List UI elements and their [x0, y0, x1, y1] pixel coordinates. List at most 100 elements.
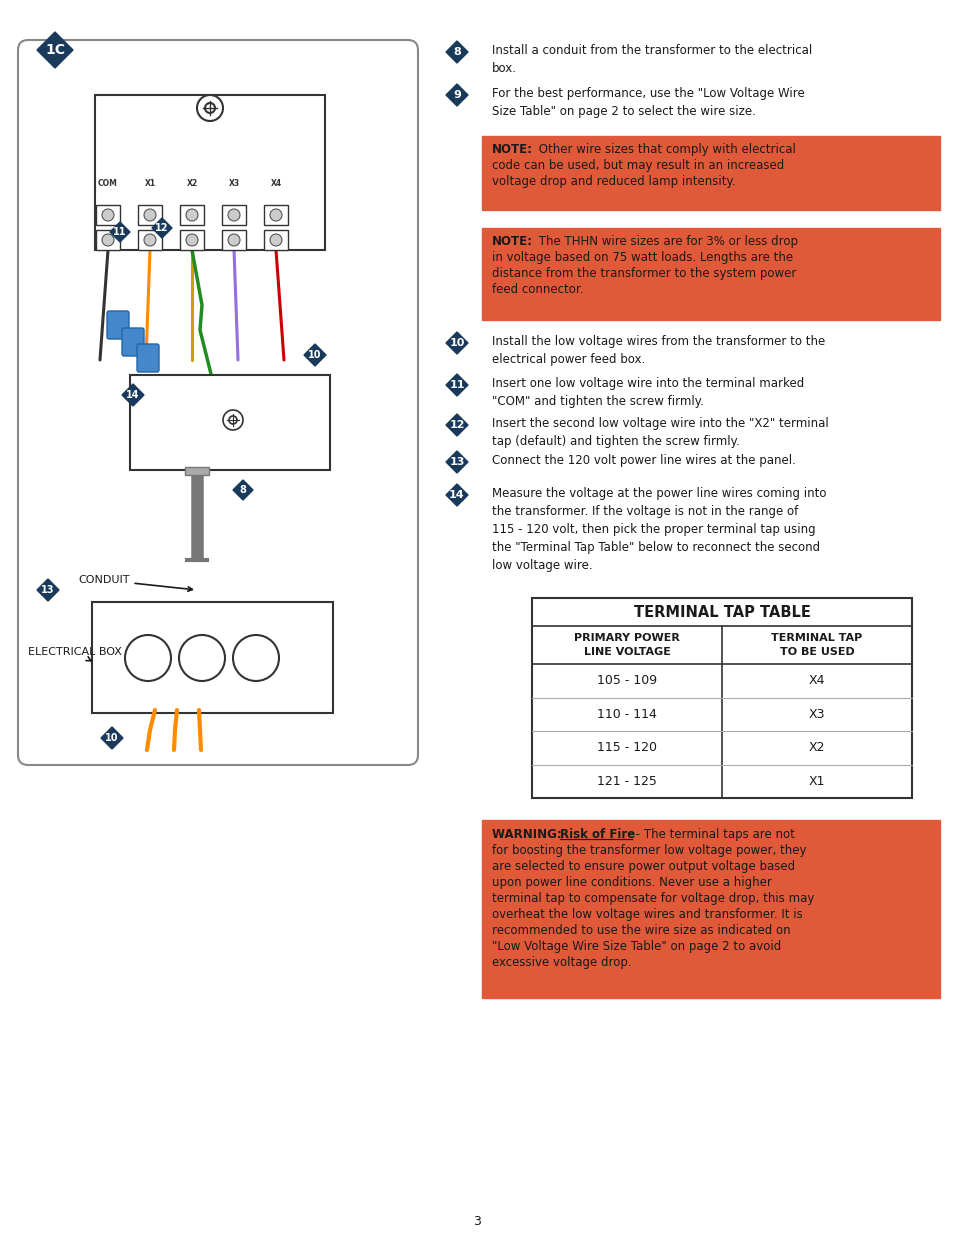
Text: terminal tap to compensate for voltage drop, this may: terminal tap to compensate for voltage d…	[492, 892, 814, 905]
Text: X3: X3	[228, 179, 239, 188]
Text: 11: 11	[113, 227, 127, 237]
Text: 12: 12	[155, 224, 169, 233]
Polygon shape	[122, 384, 144, 406]
Text: distance from the transformer to the system power: distance from the transformer to the sys…	[492, 267, 796, 280]
Text: box.: box.	[492, 62, 517, 75]
FancyBboxPatch shape	[481, 820, 939, 998]
FancyBboxPatch shape	[222, 230, 246, 249]
Circle shape	[228, 233, 240, 246]
FancyBboxPatch shape	[91, 601, 333, 713]
Text: voltage drop and reduced lamp intensity.: voltage drop and reduced lamp intensity.	[492, 175, 735, 188]
Polygon shape	[37, 32, 73, 68]
Text: 14: 14	[449, 490, 464, 500]
Text: 1C: 1C	[45, 43, 65, 57]
FancyBboxPatch shape	[138, 205, 162, 225]
Text: X2: X2	[186, 179, 197, 188]
Text: recommended to use the wire size as indicated on: recommended to use the wire size as indi…	[492, 924, 790, 937]
Text: Size Table" on page 2 to select the wire size.: Size Table" on page 2 to select the wire…	[492, 105, 755, 119]
Text: - The terminal taps are not: - The terminal taps are not	[631, 827, 794, 841]
Text: Insert one low voltage wire into the terminal marked: Insert one low voltage wire into the ter…	[492, 377, 803, 390]
Text: 8: 8	[453, 47, 460, 57]
Text: X4: X4	[270, 179, 281, 188]
Text: 12: 12	[449, 420, 464, 430]
Text: "Low Voltage Wire Size Table" on page 2 to avoid: "Low Voltage Wire Size Table" on page 2 …	[492, 940, 781, 953]
FancyBboxPatch shape	[180, 230, 204, 249]
FancyBboxPatch shape	[96, 205, 120, 225]
Text: for boosting the transformer low voltage power, they: for boosting the transformer low voltage…	[492, 844, 805, 857]
Text: X2: X2	[808, 741, 824, 755]
Text: Install the low voltage wires from the transformer to the: Install the low voltage wires from the t…	[492, 335, 824, 348]
Text: COM: COM	[98, 179, 118, 188]
Text: 3: 3	[473, 1215, 480, 1228]
Text: excessive voltage drop.: excessive voltage drop.	[492, 956, 631, 969]
FancyBboxPatch shape	[130, 375, 330, 471]
Text: ELECTRICAL BOX: ELECTRICAL BOX	[28, 647, 122, 661]
Polygon shape	[152, 219, 172, 238]
Text: feed connector.: feed connector.	[492, 283, 583, 296]
Polygon shape	[37, 579, 59, 601]
Text: Connect the 120 volt power line wires at the panel.: Connect the 120 volt power line wires at…	[492, 454, 795, 467]
Text: Insert the second low voltage wire into the "X2" terminal: Insert the second low voltage wire into …	[492, 417, 828, 430]
Circle shape	[186, 233, 198, 246]
Text: 8: 8	[239, 485, 246, 495]
Polygon shape	[446, 484, 468, 506]
Circle shape	[102, 209, 113, 221]
Text: Risk of Fire: Risk of Fire	[559, 827, 635, 841]
Text: 121 - 125: 121 - 125	[597, 774, 657, 788]
Text: tap (default) and tighten the screw firmly.: tap (default) and tighten the screw firm…	[492, 435, 739, 448]
Text: For the best performance, use the "Low Voltage Wire: For the best performance, use the "Low V…	[492, 86, 804, 100]
Text: NOTE:: NOTE:	[492, 143, 533, 156]
Polygon shape	[446, 374, 468, 396]
FancyBboxPatch shape	[481, 228, 939, 320]
Text: are selected to ensure power output voltage based: are selected to ensure power output volt…	[492, 860, 794, 873]
Text: X3: X3	[808, 708, 824, 721]
Polygon shape	[101, 727, 123, 748]
Text: the transformer. If the voltage is not in the range of: the transformer. If the voltage is not i…	[492, 505, 798, 517]
Circle shape	[125, 635, 171, 680]
FancyBboxPatch shape	[122, 329, 144, 356]
Polygon shape	[446, 84, 468, 106]
Text: 10: 10	[105, 734, 118, 743]
Text: CONDUIT: CONDUIT	[78, 576, 193, 592]
Polygon shape	[446, 41, 468, 63]
FancyBboxPatch shape	[95, 95, 325, 249]
Circle shape	[228, 209, 240, 221]
Polygon shape	[304, 345, 326, 366]
Polygon shape	[233, 480, 253, 500]
Text: 110 - 114: 110 - 114	[597, 708, 657, 721]
Circle shape	[270, 209, 282, 221]
Text: low voltage wire.: low voltage wire.	[492, 559, 592, 572]
Polygon shape	[446, 414, 468, 436]
Text: 9: 9	[453, 90, 460, 100]
Text: 105 - 109: 105 - 109	[597, 674, 657, 687]
Text: TERMINAL TAP TABLE: TERMINAL TAP TABLE	[633, 604, 810, 620]
Text: PRIMARY POWER
LINE VOLTAGE: PRIMARY POWER LINE VOLTAGE	[574, 634, 679, 657]
Text: code can be used, but may result in an increased: code can be used, but may result in an i…	[492, 159, 783, 172]
Text: 14: 14	[126, 390, 139, 400]
Circle shape	[205, 103, 214, 112]
Text: upon power line conditions. Never use a higher: upon power line conditions. Never use a …	[492, 876, 771, 889]
Circle shape	[102, 233, 113, 246]
Text: X4: X4	[808, 674, 824, 687]
Circle shape	[270, 233, 282, 246]
Text: Other wire sizes that comply with electrical: Other wire sizes that comply with electr…	[535, 143, 795, 156]
FancyBboxPatch shape	[137, 345, 159, 372]
Text: TERMINAL TAP
TO BE USED: TERMINAL TAP TO BE USED	[771, 634, 862, 657]
FancyBboxPatch shape	[264, 205, 288, 225]
Text: 13: 13	[449, 457, 464, 467]
Circle shape	[233, 635, 278, 680]
Text: overheat the low voltage wires and transformer. It is: overheat the low voltage wires and trans…	[492, 908, 801, 921]
Circle shape	[196, 95, 223, 121]
FancyBboxPatch shape	[180, 205, 204, 225]
Text: 115 - 120: 115 - 120	[597, 741, 657, 755]
Circle shape	[144, 233, 156, 246]
Text: WARNING:: WARNING:	[492, 827, 565, 841]
FancyBboxPatch shape	[481, 136, 939, 210]
Text: in voltage based on 75 watt loads. Lengths are the: in voltage based on 75 watt loads. Lengt…	[492, 251, 792, 264]
FancyBboxPatch shape	[107, 311, 129, 338]
Circle shape	[223, 410, 243, 430]
Circle shape	[144, 209, 156, 221]
FancyBboxPatch shape	[222, 205, 246, 225]
Text: The THHN wire sizes are for 3% or less drop: The THHN wire sizes are for 3% or less d…	[535, 235, 797, 248]
Text: X1: X1	[808, 774, 824, 788]
